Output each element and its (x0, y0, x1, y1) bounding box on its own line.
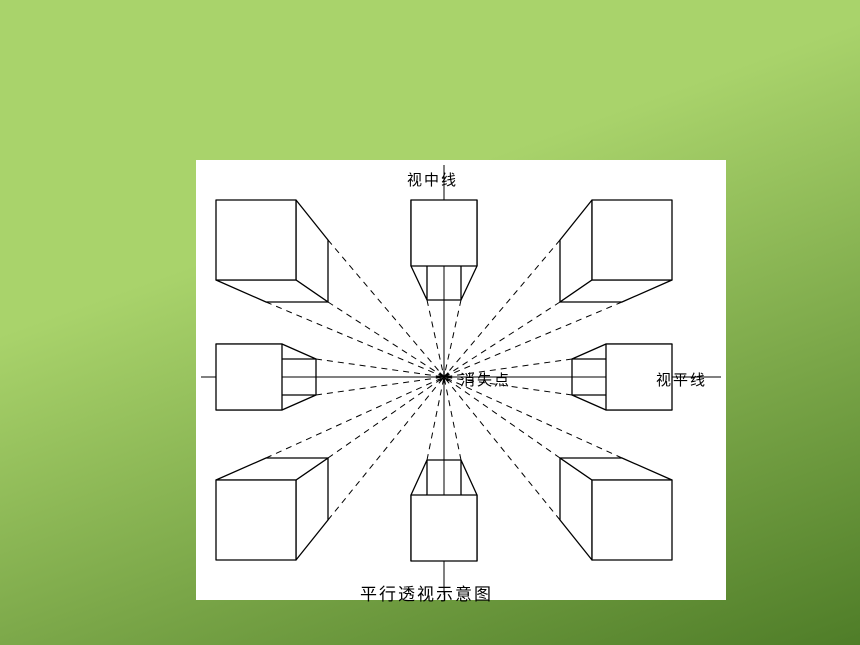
label-horizon-line: 视平线 (656, 369, 707, 390)
label-diagram-title: 平行透视示意图 (360, 580, 493, 605)
label-center-line: 视中线 (407, 169, 458, 190)
diagram-panel: 视中线 消失点 视平线 平行透视示意图 (196, 160, 726, 600)
label-vanishing-point: 消失点 (460, 369, 511, 390)
page-root: 视中线 消失点 视平线 平行透视示意图 (0, 0, 860, 645)
